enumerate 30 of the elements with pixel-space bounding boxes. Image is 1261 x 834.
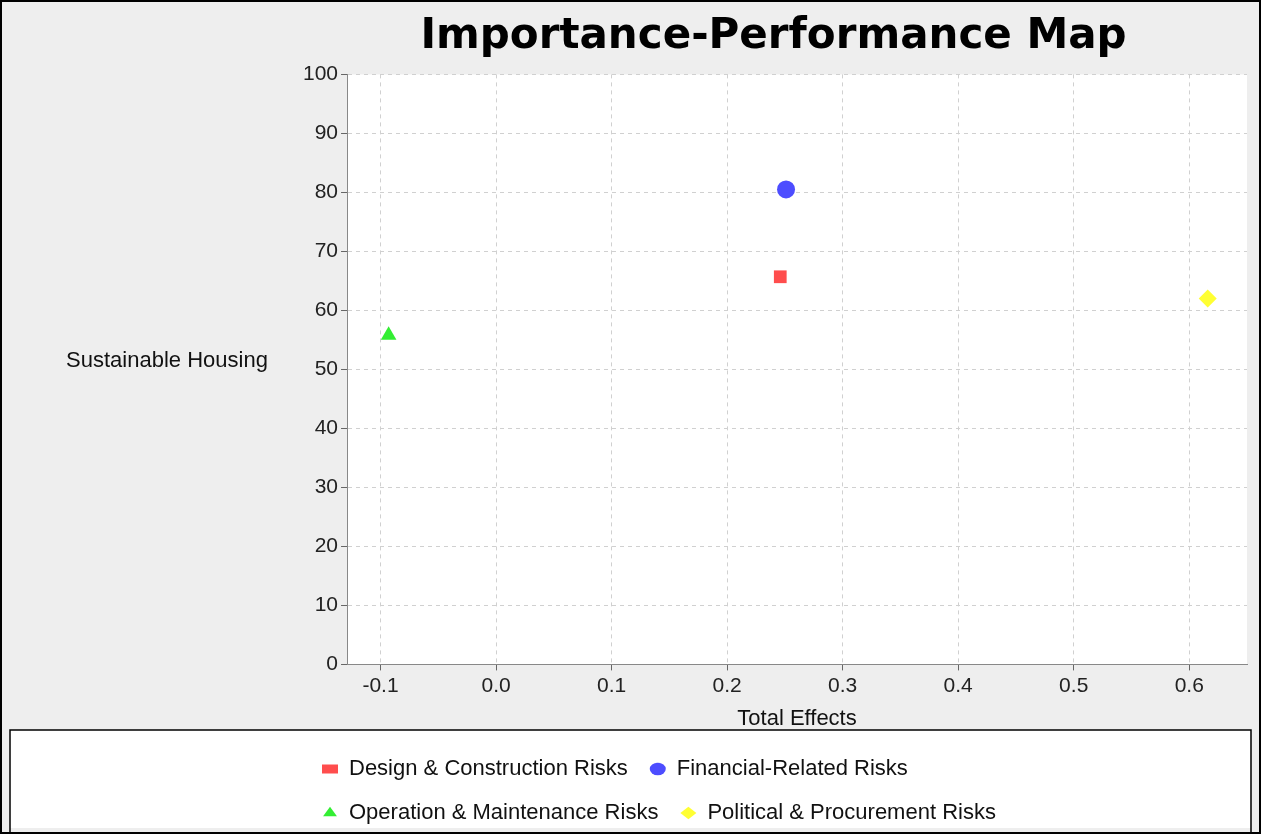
legend-label: Design & Construction Risks — [349, 755, 628, 781]
y-tick-label: 80 — [314, 179, 339, 203]
y-tick-label: 60 — [314, 297, 339, 321]
x-tick-label: 0.3 — [828, 672, 858, 696]
point — [1198, 289, 1217, 308]
y-axis-title: Sustainable Housing — [66, 347, 268, 373]
y-tick-label: 50 — [314, 356, 339, 380]
y-tick-label: 10 — [314, 592, 339, 616]
point — [777, 180, 796, 199]
x-tick-label: 0.1 — [596, 672, 627, 696]
x-tick-label: 0.2 — [712, 672, 742, 696]
y-tick-label: 30 — [314, 474, 339, 498]
y-tick-label: 100 — [302, 61, 339, 85]
y-tick-label: 0 — [326, 651, 339, 675]
x-axis-title: Total Effects — [737, 704, 857, 730]
legend-label: Financial-Related Risks — [676, 755, 908, 781]
x-tick-label: 0.5 — [1059, 672, 1089, 696]
legend-label: Political & Procurement Risks — [707, 799, 996, 825]
legend-label: Operation & Maintenance Risks — [349, 799, 659, 825]
y-tick-label: 70 — [314, 238, 339, 262]
y-tick-label: 20 — [314, 533, 339, 557]
x-tick-label: 0.6 — [1174, 672, 1204, 696]
x-tick-label: 0.4 — [943, 672, 974, 696]
point — [773, 270, 787, 284]
y-tick-label: 90 — [314, 120, 339, 144]
x-tick-label: 0.0 — [481, 672, 511, 696]
y-tick-label: 40 — [314, 415, 339, 439]
chart-title: Importance-Performance Map — [420, 9, 1127, 59]
point — [380, 326, 397, 340]
x-tick-label: -0.1 — [362, 672, 399, 696]
